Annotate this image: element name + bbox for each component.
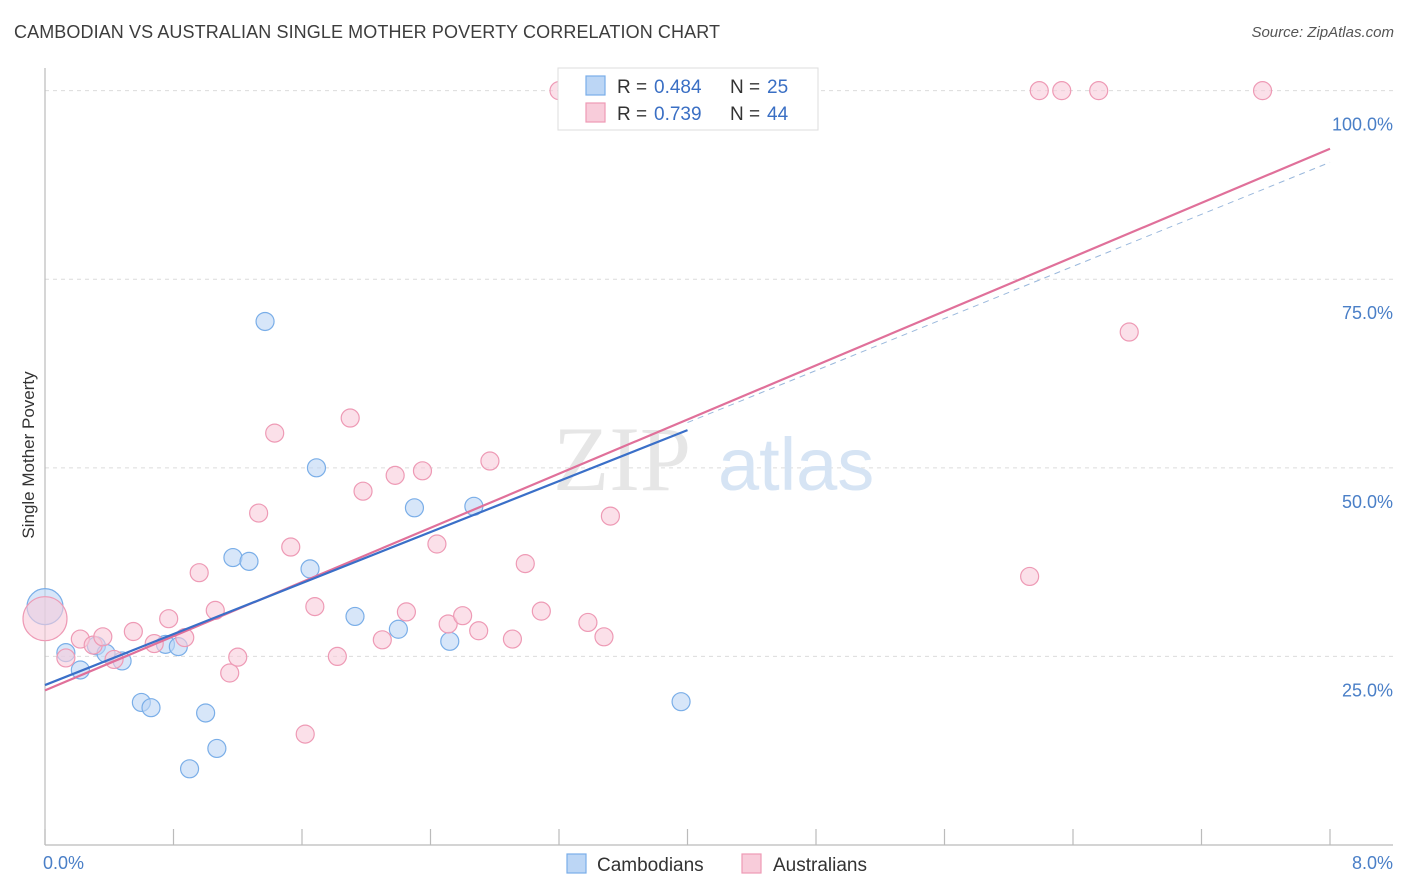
y-tick-label-50: 50.0%: [1342, 492, 1393, 512]
legend-r-label-1: R =: [617, 104, 647, 125]
point-australians-4: [93, 627, 113, 647]
point-australians-30: [480, 451, 500, 471]
x-tick-label-min: 0.0%: [43, 853, 84, 873]
stats-legend: R = 0.484 N = 25 R = 0.739 N = 44: [557, 67, 819, 131]
point-australians-22: [372, 630, 392, 650]
point-australians-23: [385, 465, 405, 485]
point-australians-39: [1029, 81, 1049, 101]
point-australians-6: [123, 621, 143, 642]
point-australians-1: [56, 648, 76, 668]
point-australians-41: [1089, 81, 1109, 101]
watermark-zip: ZIP: [553, 408, 691, 510]
point-australians-31: [502, 629, 523, 649]
point-australians-19: [327, 646, 347, 667]
point-australians-43: [1252, 81, 1273, 101]
point-cambodians-12: [207, 738, 227, 759]
point-australians-17: [295, 724, 315, 744]
point-australians-42: [1119, 322, 1139, 342]
legend-r-label-0: R =: [617, 77, 647, 98]
point-cambodians-21: [440, 631, 460, 651]
point-cambodians-13: [223, 547, 243, 568]
legend-swatch-cambodians: [585, 75, 606, 96]
point-australians-36: [594, 627, 614, 647]
point-australians-38: [1020, 566, 1040, 587]
point-cambodians-14: [239, 551, 259, 571]
series-legend-label-cambodians: Cambodians: [597, 855, 704, 876]
point-australians-29: [469, 621, 489, 641]
trend-extension-dashed: [687, 161, 1331, 424]
point-australians-27: [438, 614, 458, 634]
point-australians-40: [1052, 81, 1072, 101]
y-axis-label: Single Mother Poverty: [19, 371, 38, 539]
source-label: Source: ZipAtlas.com: [1251, 24, 1394, 41]
point-australians-12: [220, 663, 240, 683]
point-australians-20: [340, 408, 360, 428]
legend-n-label-0: N =: [730, 77, 760, 98]
point-australians-32: [515, 554, 535, 574]
point-australians-21: [353, 481, 373, 501]
point-australians-24: [396, 602, 417, 622]
series-legend-label-australians: Australians: [773, 855, 867, 876]
legend-n-label-1: N =: [730, 104, 760, 125]
point-cambodians-18: [345, 606, 365, 627]
y-tick-label-25: 25.0%: [1342, 680, 1393, 700]
point-australians-18: [305, 597, 325, 617]
point-cambodians-7: [141, 698, 161, 718]
series-legend-swatch-australians: [741, 853, 762, 874]
point-australians-14: [249, 503, 269, 523]
point-australians-33: [531, 601, 551, 621]
point-cambodians-20: [404, 498, 425, 518]
point-cambodians-24: [671, 692, 691, 712]
point-cambodians-11: [196, 703, 216, 723]
watermark: ZIP atlas: [553, 408, 874, 510]
trend-line-cambodians: [44, 429, 688, 687]
series-legend: Cambodians Australians: [566, 853, 867, 876]
point-australians-35: [578, 612, 598, 633]
point-cambodians-15: [255, 311, 275, 332]
watermark-atlas: atlas: [718, 423, 874, 506]
point-cambodians-17: [306, 458, 327, 478]
point-australians-13: [228, 647, 248, 667]
y-tick-label-75: 75.0%: [1342, 303, 1393, 323]
trend-lines: [44, 147, 1331, 692]
axes: [44, 68, 1393, 846]
y-tick-label-100: 100.0%: [1332, 115, 1393, 135]
grid-lines: [45, 90, 1393, 657]
chart-title: CAMBODIAN VS AUSTRALIAN SINGLE MOTHER PO…: [14, 22, 721, 42]
point-cambodians-10: [179, 759, 200, 779]
legend-r-value-1: 0.739: [654, 104, 702, 125]
point-australians-28: [453, 606, 473, 626]
point-australians-37: [600, 506, 621, 526]
point-australians-10: [189, 563, 209, 583]
legend-r-value-0: 0.484: [654, 77, 702, 98]
legend-swatch-australians: [585, 102, 606, 123]
point-australians-15: [265, 423, 285, 443]
x-tick-label-max: 8.0%: [1352, 853, 1393, 873]
point-australians-16: [281, 537, 301, 557]
point-australians-8: [159, 609, 179, 629]
legend-n-value-1: 44: [767, 104, 789, 125]
point-australians-0: [22, 596, 68, 642]
point-australians-25: [412, 461, 433, 481]
y-tick-labels: 25.0% 50.0% 75.0% 100.0%: [1332, 115, 1393, 701]
x-ticks: [44, 829, 1331, 845]
point-australians-26: [427, 534, 447, 554]
point-cambodians-19: [388, 619, 408, 639]
series-legend-swatch-cambodians: [566, 853, 587, 874]
legend-n-value-0: 25: [767, 77, 788, 98]
